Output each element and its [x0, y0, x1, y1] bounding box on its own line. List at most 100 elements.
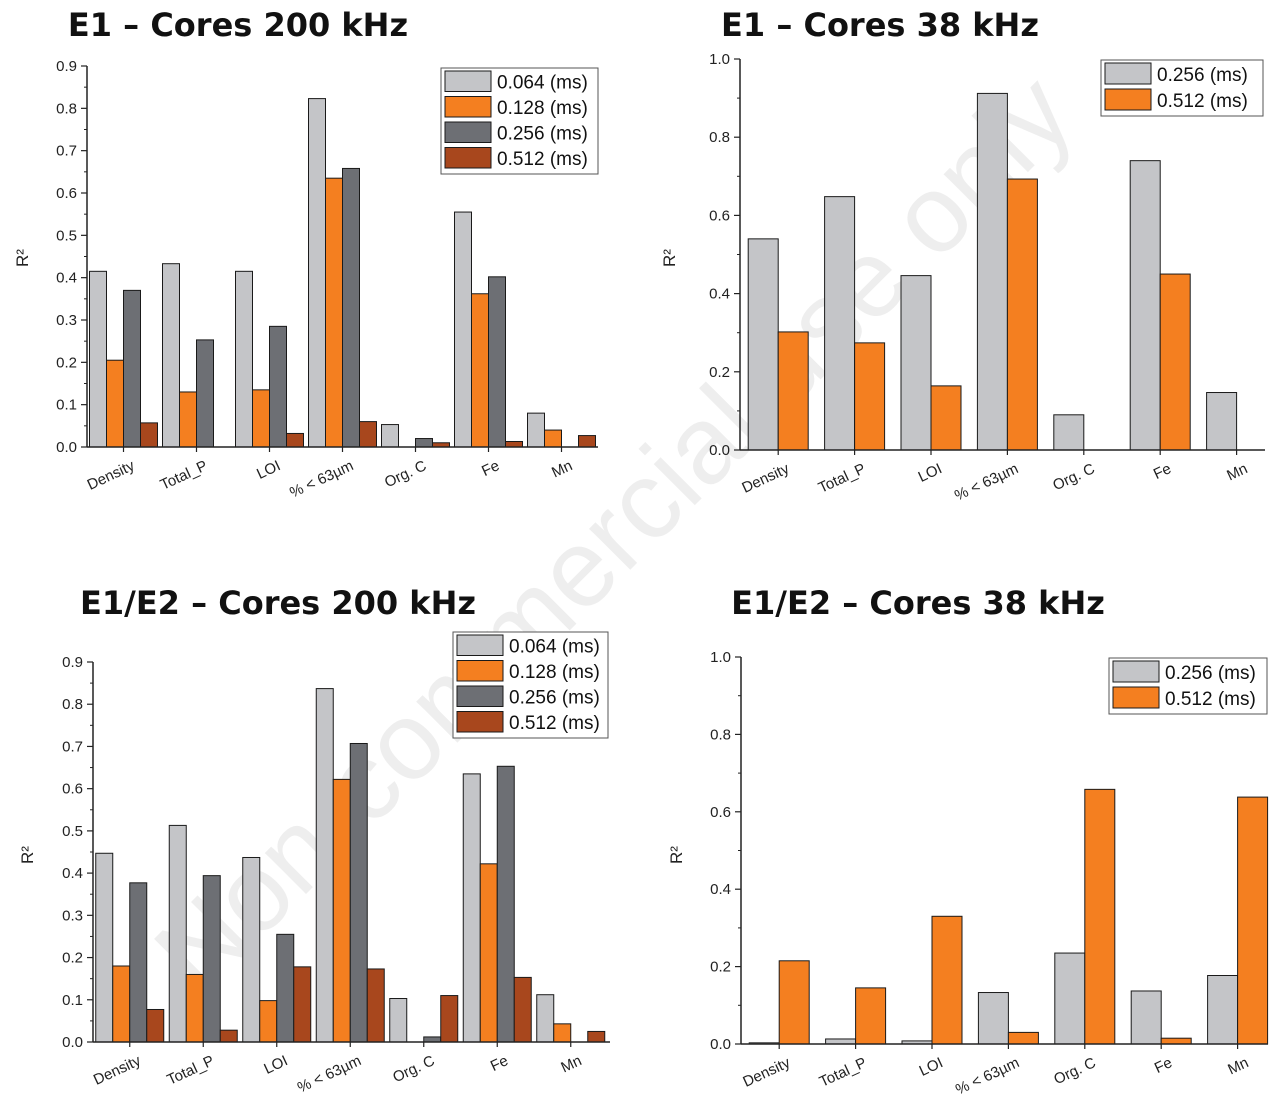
bar [286, 432, 304, 448]
y-tick-label: 0.4 [710, 881, 731, 898]
legend-swatch [456, 711, 504, 733]
y-tick-label: 0.2 [710, 959, 731, 976]
bar [381, 424, 399, 448]
bar [325, 177, 343, 448]
bar [308, 98, 326, 448]
bar [479, 863, 498, 1043]
legend-swatch [1104, 62, 1152, 85]
legend-swatch [456, 685, 504, 707]
x-tick-label: Fe [1151, 460, 1174, 483]
legend-swatch [456, 634, 504, 656]
y-tick-label: 1.0 [709, 51, 730, 68]
chart-title: E1 – Cores 200 kHz [68, 6, 408, 44]
chart-title: E1/E2 – Cores 200 kHz [80, 584, 476, 622]
legend-swatch [444, 70, 492, 92]
bar [931, 915, 963, 1045]
bar [1129, 160, 1161, 451]
panel-e1e2-38khz: E1/E2 – Cores 38 kHz R² 0.0 0.2 0.4 0.6 0.8 1… [667, 584, 1269, 1098]
y-tick-label: 0.0 [56, 439, 77, 456]
y-tick-label: 0.1 [62, 992, 83, 1009]
chart-title: E1/E2 – Cores 38 kHz [731, 584, 1105, 622]
bar [315, 688, 334, 1043]
bar [423, 1036, 442, 1043]
legend-label: 0.512 (ms) [1157, 91, 1248, 112]
x-tick-label: Mn [549, 457, 575, 481]
y-tick-label: 0.1 [56, 397, 77, 414]
x-tick-label: Mn [1224, 460, 1250, 484]
bar [242, 856, 261, 1043]
bar [747, 238, 779, 451]
x-tick-label: Total_P [158, 457, 211, 494]
y-tick-label: 0.4 [709, 286, 730, 303]
y-tick-label: 0.4 [56, 270, 77, 287]
legend-label: 0.064 (ms) [497, 73, 588, 94]
y-tick-label: 0.2 [709, 364, 730, 381]
y-tick-label: 0.0 [709, 442, 730, 459]
legend-label: 0.512 (ms) [1165, 689, 1256, 710]
x-tick-label: LOI [254, 457, 283, 483]
bar [900, 275, 932, 451]
x-tick-label: % < 63µm [952, 460, 1021, 504]
y-tick-label: 0.5 [56, 227, 77, 244]
x-tick-label: % < 63µm [287, 457, 356, 501]
bar [1207, 975, 1239, 1045]
legend-label: 0.256 (ms) [1165, 663, 1256, 684]
x-tick-label: % < 63µm [953, 1054, 1022, 1098]
legend-swatch [1112, 660, 1160, 683]
bar [235, 270, 253, 448]
bar [1206, 392, 1238, 451]
legend: 0.064 (ms) 0.128 (ms) 0.256 (ms) 0.512 (ms) [440, 67, 599, 175]
y-tick-label: 0.8 [56, 100, 77, 117]
bar [454, 211, 472, 448]
bar [123, 289, 141, 448]
bar [106, 359, 124, 448]
y-tick-label: 0.6 [62, 781, 83, 798]
bar [1084, 788, 1116, 1045]
bar [359, 421, 377, 448]
bar [471, 293, 489, 448]
x-tick-label: LOI [261, 1052, 290, 1078]
x-tick-label: Mn [558, 1052, 584, 1076]
bar [168, 824, 187, 1043]
bar [332, 778, 351, 1043]
bar [219, 1029, 238, 1043]
bar [269, 325, 287, 448]
x-tick-label: Mn [1225, 1054, 1251, 1078]
bar [587, 1030, 606, 1043]
legend-swatch [444, 96, 492, 118]
y-tick-label: 0.0 [62, 1034, 83, 1051]
bar [440, 995, 459, 1043]
bar [112, 965, 131, 1043]
x-tick-label: Fe [488, 1052, 511, 1075]
bar [1130, 990, 1162, 1045]
x-tick-label: Density [740, 1054, 793, 1091]
bar [536, 994, 555, 1043]
bar [342, 167, 360, 448]
bar [505, 440, 523, 448]
bar [415, 438, 433, 448]
legend-label: 0.128 (ms) [509, 662, 600, 683]
x-tick-label: % < 63µm [295, 1052, 364, 1096]
x-tick-label: Density [91, 1052, 144, 1089]
y-tick-label: 0.6 [709, 207, 730, 224]
y-tick-label: 0.3 [62, 907, 83, 924]
bar [462, 773, 481, 1043]
watermark: Non-commercial use only [131, 51, 1095, 1015]
chart-title: E1 – Cores 38 kHz [721, 6, 1039, 44]
bar [89, 270, 107, 448]
bar [1054, 952, 1086, 1045]
x-tick-label: Total_P [816, 460, 869, 497]
legend-label: 0.256 (ms) [497, 124, 588, 145]
x-tick-label: Org. C [390, 1052, 437, 1086]
y-tick-label: 0.8 [62, 696, 83, 713]
panel-e1-38khz: E1 – Cores 38 kHz R² 0.00.20.40.60.81.0D… [660, 6, 1265, 504]
bar [1160, 1037, 1192, 1045]
y-tick-label: 1.0 [710, 649, 731, 666]
bar [389, 998, 408, 1043]
bar [777, 331, 809, 451]
y-tick-label: 0.8 [709, 129, 730, 146]
panel-e1e2-200khz: E1/E2 – Cores 200 kHz R² 0.0 0.1 0.2 0.3 0.4… [18, 584, 610, 1096]
